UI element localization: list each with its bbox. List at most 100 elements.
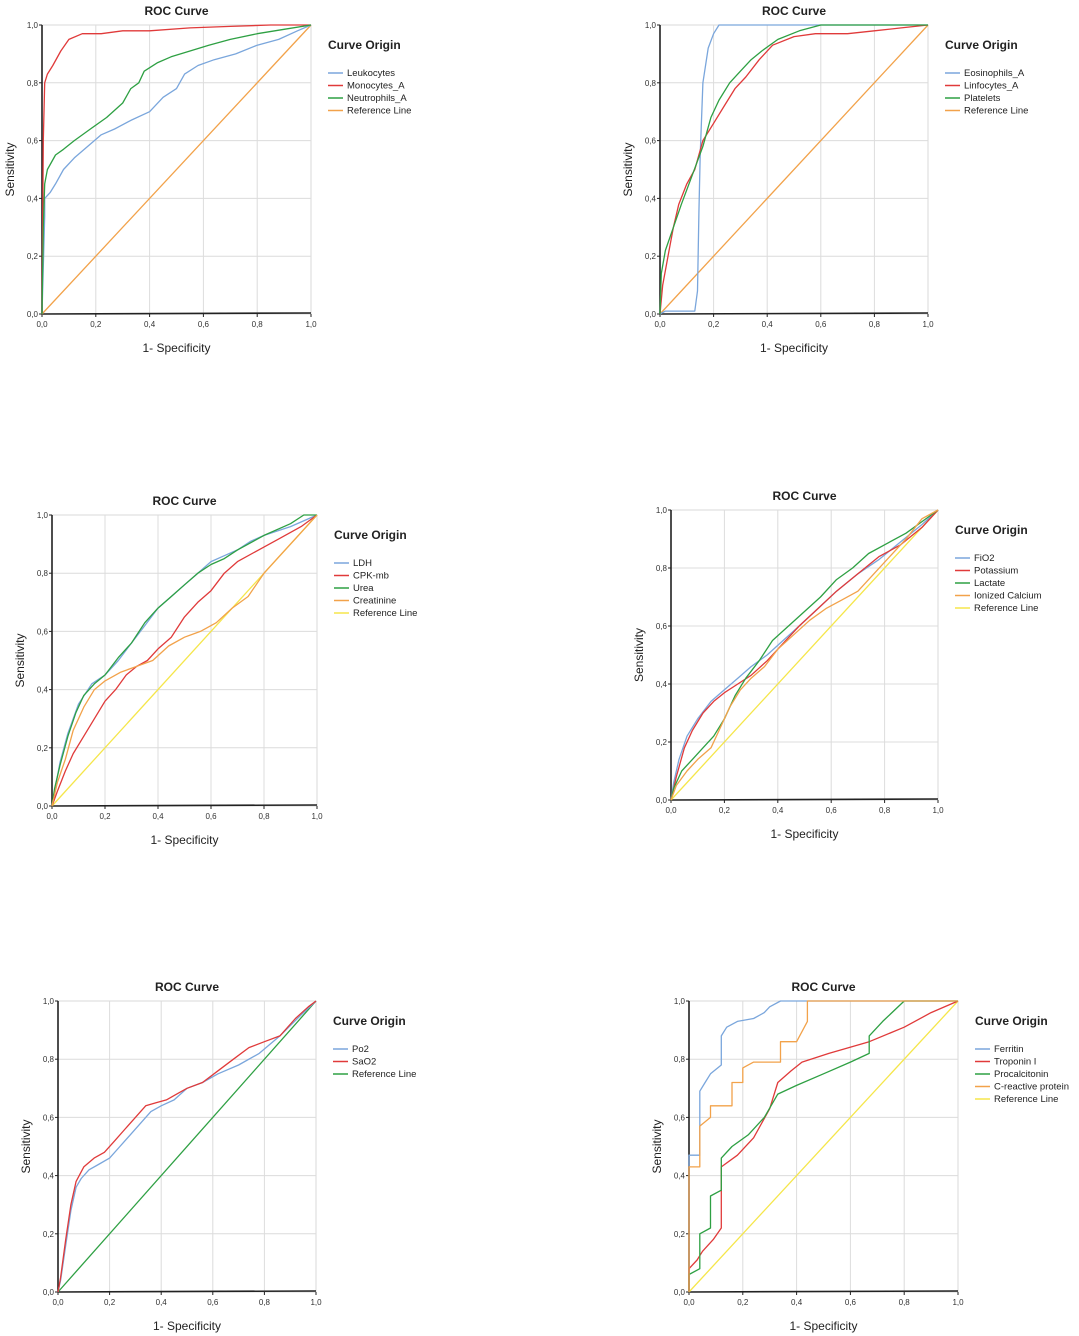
y-tick-label: 0,6 <box>674 1113 686 1122</box>
x-tick-label: 0,2 <box>99 812 111 821</box>
chart-title: ROC Curve <box>144 4 208 18</box>
y-tick-label: 0,2 <box>645 252 657 261</box>
series-line-c-reactive-protein <box>688 1000 958 1292</box>
legend-entry-fio2: FiO2 <box>974 553 995 564</box>
y-tick-label: 0,6 <box>645 137 657 146</box>
series-line-reference-line <box>670 509 939 801</box>
x-axis-line <box>41 312 312 315</box>
series-line-potassium <box>670 509 939 801</box>
y-tick-label: 1,0 <box>645 21 657 30</box>
series-line-ionized-calcium <box>670 509 939 801</box>
y-tick-label: 0,0 <box>37 802 49 811</box>
y-tick-label: 0,6 <box>27 137 39 146</box>
y-axis-label: Sensitivity <box>19 1119 33 1173</box>
y-tick-label: 1,0 <box>656 506 668 515</box>
x-axis-line <box>57 1290 317 1293</box>
legend-title: Curve Origin <box>975 1014 1048 1028</box>
y-tick-label: 0,4 <box>645 194 657 203</box>
y-tick-label: 0,8 <box>656 564 668 573</box>
x-tick-label: 0,6 <box>845 1298 857 1307</box>
legend-entry-creatinine: Creatinine <box>353 596 396 607</box>
legend-title: Curve Origin <box>955 523 1028 537</box>
legend-entry-reference-line: Reference Line <box>974 603 1038 614</box>
legend-entry-po2: Po2 <box>352 1044 369 1055</box>
legend-entry-troponin-i: Troponin I <box>994 1057 1036 1068</box>
legend-entry-neutrophils-a: Neutrophils_A <box>347 93 407 104</box>
x-tick-label: 1,0 <box>311 812 323 821</box>
legend-title: Curve Origin <box>945 38 1018 52</box>
y-tick-label: 0,4 <box>674 1172 686 1181</box>
series-line-creatinine <box>51 514 318 807</box>
y-tick-label: 0,8 <box>43 1055 55 1064</box>
series-line-urea <box>51 514 317 807</box>
x-tick-label: 0,4 <box>762 320 774 329</box>
x-tick-label: 0,0 <box>46 812 58 821</box>
roc-chart-3: 0,00,0 0,2 0,2 0,4 0,4 0,6 0,6 0,8 0,8 1,0 1,0 ROC … <box>13 494 417 847</box>
y-tick-label: 1,0 <box>27 21 39 30</box>
legend-entry-reference-line: Reference Line <box>353 608 417 619</box>
x-tick-label: 0,8 <box>259 1298 271 1307</box>
y-tick-label: 0,8 <box>645 79 657 88</box>
legend-entry-ldh: LDH <box>353 558 372 569</box>
x-tick-label: 0,6 <box>815 320 827 329</box>
x-axis-line <box>670 798 939 801</box>
y-tick-label: 0,4 <box>37 686 49 695</box>
x-tick-label: 0,6 <box>205 812 217 821</box>
x-tick-label: 0,0 <box>683 1298 695 1307</box>
series-line-platelets <box>659 24 928 315</box>
chart-title: ROC Curve <box>772 489 836 503</box>
y-tick-label: 0,0 <box>645 310 657 319</box>
y-tick-label: 0,0 <box>674 1288 686 1297</box>
x-tick-label: 0,6 <box>207 1298 219 1307</box>
x-tick-label: 0,8 <box>869 320 881 329</box>
x-tick-label: 0,4 <box>791 1298 803 1307</box>
x-tick-label: 0,8 <box>252 320 264 329</box>
y-tick-label: 0,6 <box>43 1113 55 1122</box>
legend-entry-potassium: Potassium <box>974 566 1018 577</box>
legend-entry-c-reactive-protein: C-reactive protein <box>994 1082 1069 1093</box>
x-tick-label: 0,2 <box>708 320 720 329</box>
series-line-po2 <box>57 1000 317 1293</box>
x-tick-label: 0,4 <box>144 320 156 329</box>
x-axis-label: 1- Specificity <box>770 827 838 841</box>
x-tick-label: 1,0 <box>932 806 944 815</box>
legend-entry-ionized-calcium: Ionized Calcium <box>974 591 1042 602</box>
legend-entry-ferritin: Ferritin <box>994 1044 1024 1055</box>
x-tick-label: 0,0 <box>52 1298 64 1307</box>
x-tick-label: 0,2 <box>737 1298 749 1307</box>
y-tick-label: 0,8 <box>27 79 39 88</box>
y-axis-label: Sensitivity <box>3 142 17 196</box>
x-axis-label: 1- Specificity <box>142 341 210 355</box>
x-axis-label: 1- Specificity <box>789 1319 857 1333</box>
series-line-fio2 <box>670 509 939 801</box>
legend-entry-reference-line: Reference Line <box>994 1094 1058 1105</box>
y-tick-label: 1,0 <box>37 511 49 520</box>
y-axis-label: Sensitivity <box>13 633 27 687</box>
x-tick-label: 1,0 <box>922 320 934 329</box>
x-tick-label: 1,0 <box>952 1298 964 1307</box>
legend-title: Curve Origin <box>328 38 401 52</box>
y-tick-label: 0,0 <box>43 1288 55 1297</box>
legend-entry-reference-line: Reference Line <box>964 106 1028 117</box>
x-axis-label: 1- Specificity <box>153 1319 221 1333</box>
x-tick-label: 0,8 <box>258 812 270 821</box>
chart-title: ROC Curve <box>152 494 216 508</box>
x-tick-label: 0,2 <box>719 806 731 815</box>
y-tick-label: 0,2 <box>37 744 49 753</box>
x-tick-label: 1,0 <box>305 320 317 329</box>
y-tick-label: 0,0 <box>656 796 668 805</box>
y-axis-label: Sensitivity <box>621 142 635 196</box>
x-tick-label: 0,0 <box>36 320 48 329</box>
y-tick-label: 0,6 <box>37 627 49 636</box>
roc-chart-4: 0,00,0 0,2 0,2 0,4 0,4 0,6 0,6 0,8 0,8 1,0 1,0 ROC … <box>632 489 1042 841</box>
legend-entry-linfocytes-a: Linfocytes_A <box>964 81 1019 92</box>
y-tick-label: 0,4 <box>43 1172 55 1181</box>
y-tick-label: 0,8 <box>37 569 49 578</box>
roc-chart-2: 0,00,0 0,2 0,2 0,4 0,4 0,6 0,6 0,8 0,8 1,0 1,0 ROC … <box>621 4 1028 355</box>
legend-entry-reference-line: Reference Line <box>352 1069 416 1080</box>
y-tick-label: 0,2 <box>674 1230 686 1239</box>
legend-entry-lactate: Lactate <box>974 578 1005 589</box>
x-axis-label: 1- Specificity <box>760 341 828 355</box>
x-tick-label: 0,8 <box>899 1298 911 1307</box>
